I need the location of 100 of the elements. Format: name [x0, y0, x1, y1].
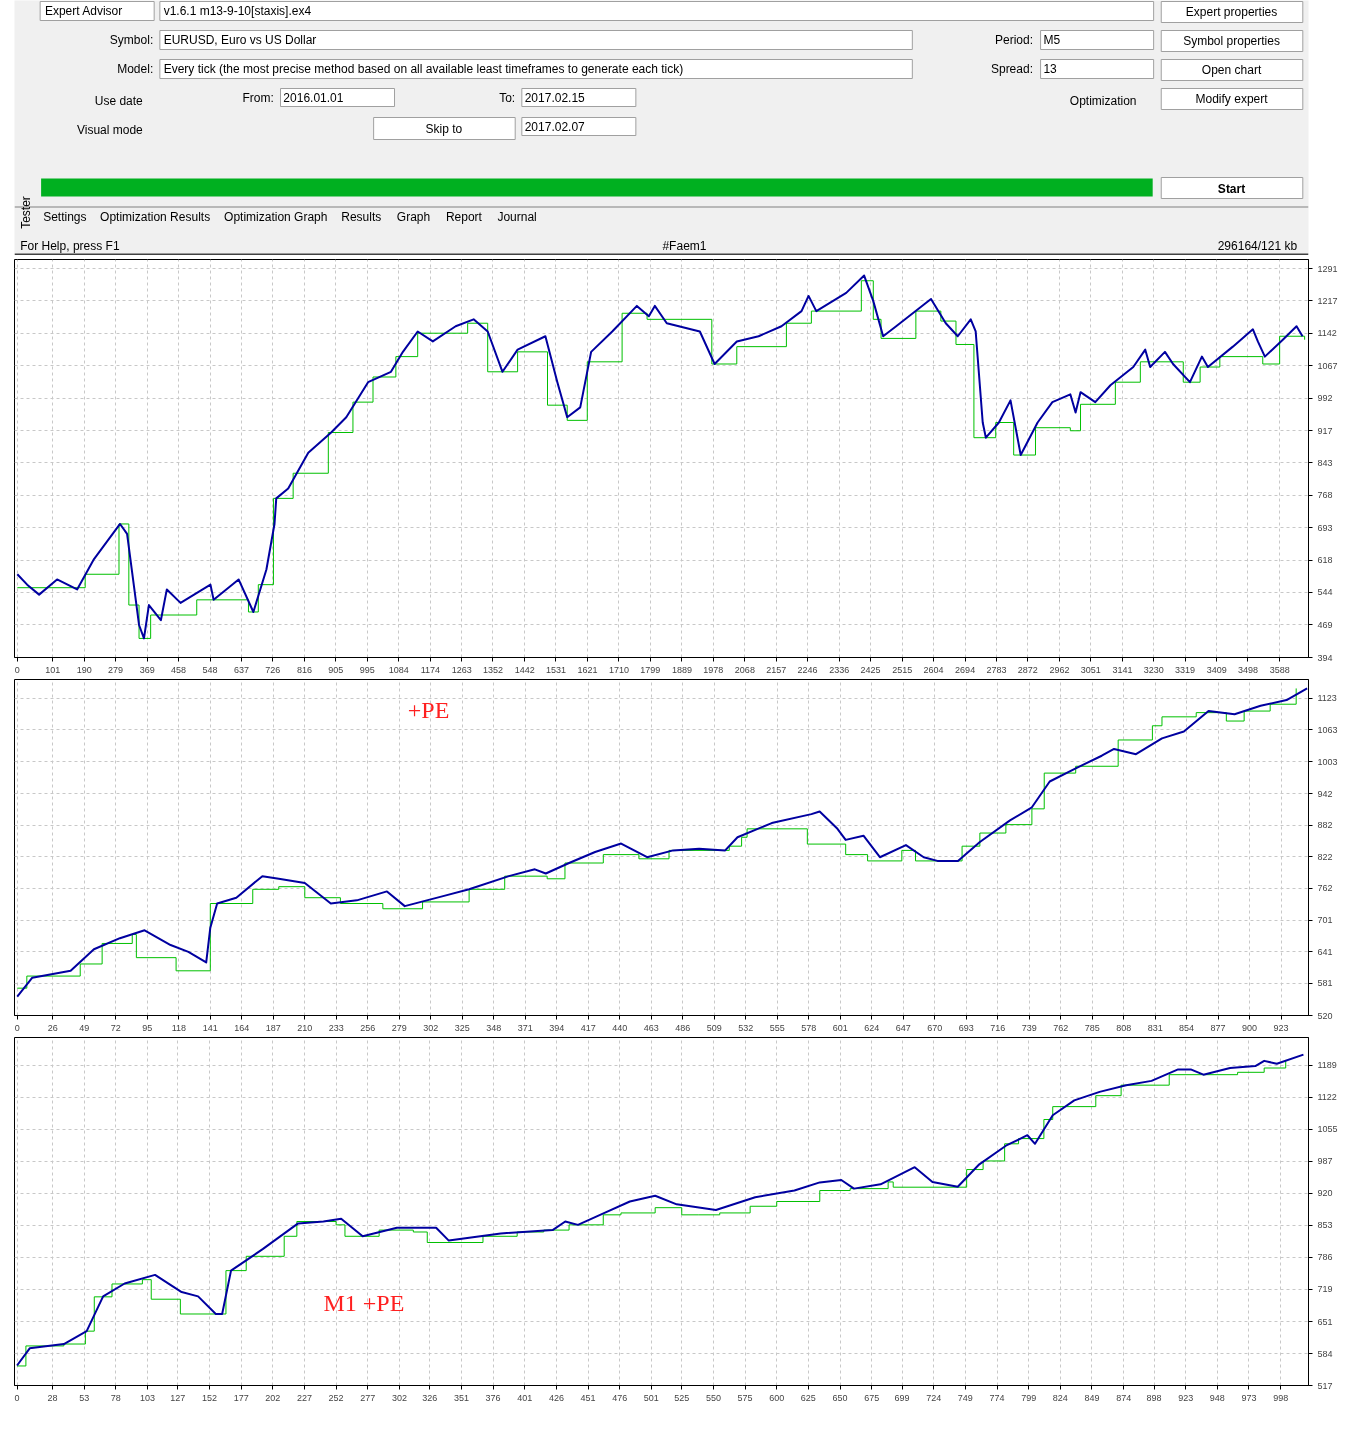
x-tick-label: 849	[1084, 1392, 1100, 1403]
y-tick-label: 641	[1317, 946, 1333, 957]
text: 2017.02.15	[524, 91, 586, 105]
text: Optimization	[1069, 93, 1137, 108]
text: Modify expert	[1195, 91, 1269, 106]
x-tick-label: 348	[486, 1022, 502, 1033]
x-tick-label: 854	[1179, 1022, 1195, 1033]
x-tick-label: 824	[1052, 1392, 1068, 1403]
x-tick-label: 625	[800, 1392, 816, 1403]
x-tick-label: 3141	[1112, 664, 1133, 675]
y-tick-label: 469	[1317, 619, 1333, 630]
x-tick-label: 127	[170, 1392, 186, 1403]
x-tick-label: 325	[454, 1022, 470, 1033]
x-tick-label: 463	[643, 1022, 659, 1033]
x-tick-label: 785	[1084, 1022, 1100, 1033]
x-tick-label: 451	[580, 1392, 596, 1403]
y-tick-label: 701	[1317, 915, 1333, 926]
y-tick-label: 853	[1317, 1220, 1333, 1231]
x-tick-label: 923	[1178, 1392, 1194, 1403]
y-tick-label: 942	[1317, 788, 1333, 799]
x-tick-label: 2962	[1049, 664, 1070, 675]
x-tick-label: 637	[233, 664, 249, 675]
y-tick-label: 1063	[1317, 724, 1338, 735]
x-tick-label: 739	[1021, 1022, 1037, 1033]
text: Period:	[994, 32, 1033, 47]
x-tick-label: 101	[45, 664, 61, 675]
x-tick-label: 2157	[766, 664, 787, 675]
text: 296164/121 kb	[1217, 238, 1298, 253]
text: v1.6.1 m13-9-10[staxis].ex4	[163, 3, 312, 18]
text: Symbol properties	[1183, 33, 1280, 48]
x-tick-label: 749	[957, 1392, 973, 1403]
y-tick-label: 1123	[1317, 693, 1337, 704]
x-tick-label: 376	[485, 1392, 501, 1403]
y-tick-label: 843	[1317, 457, 1333, 468]
x-tick-label: 164	[234, 1022, 250, 1033]
y-tick-label: 394	[1317, 652, 1333, 663]
x-tick-label: 187	[265, 1022, 281, 1033]
x-tick-label: 190	[76, 664, 92, 675]
x-tick-label: 177	[233, 1392, 249, 1403]
x-tick-label: 326	[422, 1392, 438, 1403]
x-tick-label: 302	[423, 1022, 439, 1033]
y-tick-label: 618	[1317, 555, 1333, 566]
x-tick-label: 578	[801, 1022, 817, 1033]
x-tick-label: 575	[737, 1392, 753, 1403]
text: 2017.02.07	[524, 120, 586, 134]
x-tick-label: 210	[297, 1022, 313, 1033]
y-tick-label: 920	[1317, 1188, 1333, 1199]
y-tick-label: 651	[1317, 1316, 1333, 1327]
x-tick-label: 1531	[545, 664, 566, 675]
text: Model:	[117, 61, 154, 76]
text: Expert properties	[1185, 4, 1278, 19]
x-tick-label: 252	[328, 1392, 344, 1403]
text: Journal	[497, 209, 537, 224]
x-tick-label: 900	[1242, 1022, 1258, 1033]
x-tick-label: 277	[360, 1392, 376, 1403]
x-tick-label: 369	[139, 664, 155, 675]
text: 2016.01.01	[283, 91, 344, 105]
y-tick-label: 762	[1317, 883, 1333, 894]
y-tick-label: 1291	[1317, 263, 1338, 274]
x-tick-label: 401	[517, 1392, 533, 1403]
x-tick-label: 675	[864, 1392, 880, 1403]
y-tick-label: 987	[1317, 1156, 1333, 1167]
x-tick-label: 103	[139, 1392, 155, 1403]
x-tick-label: 877	[1210, 1022, 1226, 1033]
y-tick-label: 693	[1317, 522, 1333, 533]
x-tick-label: 2515	[892, 664, 913, 675]
x-tick-label: 351	[453, 1392, 469, 1403]
text: Symbol:	[109, 32, 154, 47]
text: Optimization Results	[100, 209, 211, 224]
text: Tester	[18, 196, 33, 229]
x-tick-label: 1084	[388, 664, 409, 675]
x-tick-label: 458	[170, 664, 186, 675]
y-tick-label: 544	[1317, 587, 1333, 598]
x-tick-label: 1799	[640, 664, 661, 675]
x-tick-label: 26	[47, 1022, 58, 1033]
text: Settings	[43, 209, 87, 224]
x-tick-label: 716	[990, 1022, 1006, 1033]
text: Skip to	[425, 121, 463, 136]
text: Start	[1217, 181, 1246, 196]
text: 13	[1043, 62, 1058, 76]
x-tick-label: 816	[296, 664, 312, 675]
x-tick-label: 0	[14, 664, 20, 675]
x-tick-label: 279	[107, 664, 123, 675]
x-tick-label: 2604	[923, 664, 944, 675]
x-tick-label: 118	[171, 1022, 186, 1033]
x-tick-label: 726	[265, 664, 281, 675]
x-tick-label: 2425	[860, 664, 881, 675]
y-tick-label: 1003	[1317, 756, 1338, 767]
x-tick-label: 49	[79, 1022, 90, 1033]
x-tick-label: 670	[927, 1022, 943, 1033]
x-tick-label: 371	[517, 1022, 533, 1033]
x-tick-label: 394	[549, 1022, 565, 1033]
x-tick-label: 72	[110, 1022, 121, 1033]
y-tick-label: 786	[1317, 1252, 1333, 1263]
x-tick-label: 95	[142, 1022, 153, 1033]
text: Spread:	[990, 61, 1033, 76]
text: To:	[499, 90, 516, 105]
x-tick-label: 2783	[986, 664, 1007, 675]
text: EURUSD, Euro vs US Dollar	[163, 32, 317, 47]
x-tick-label: 923	[1273, 1022, 1289, 1033]
